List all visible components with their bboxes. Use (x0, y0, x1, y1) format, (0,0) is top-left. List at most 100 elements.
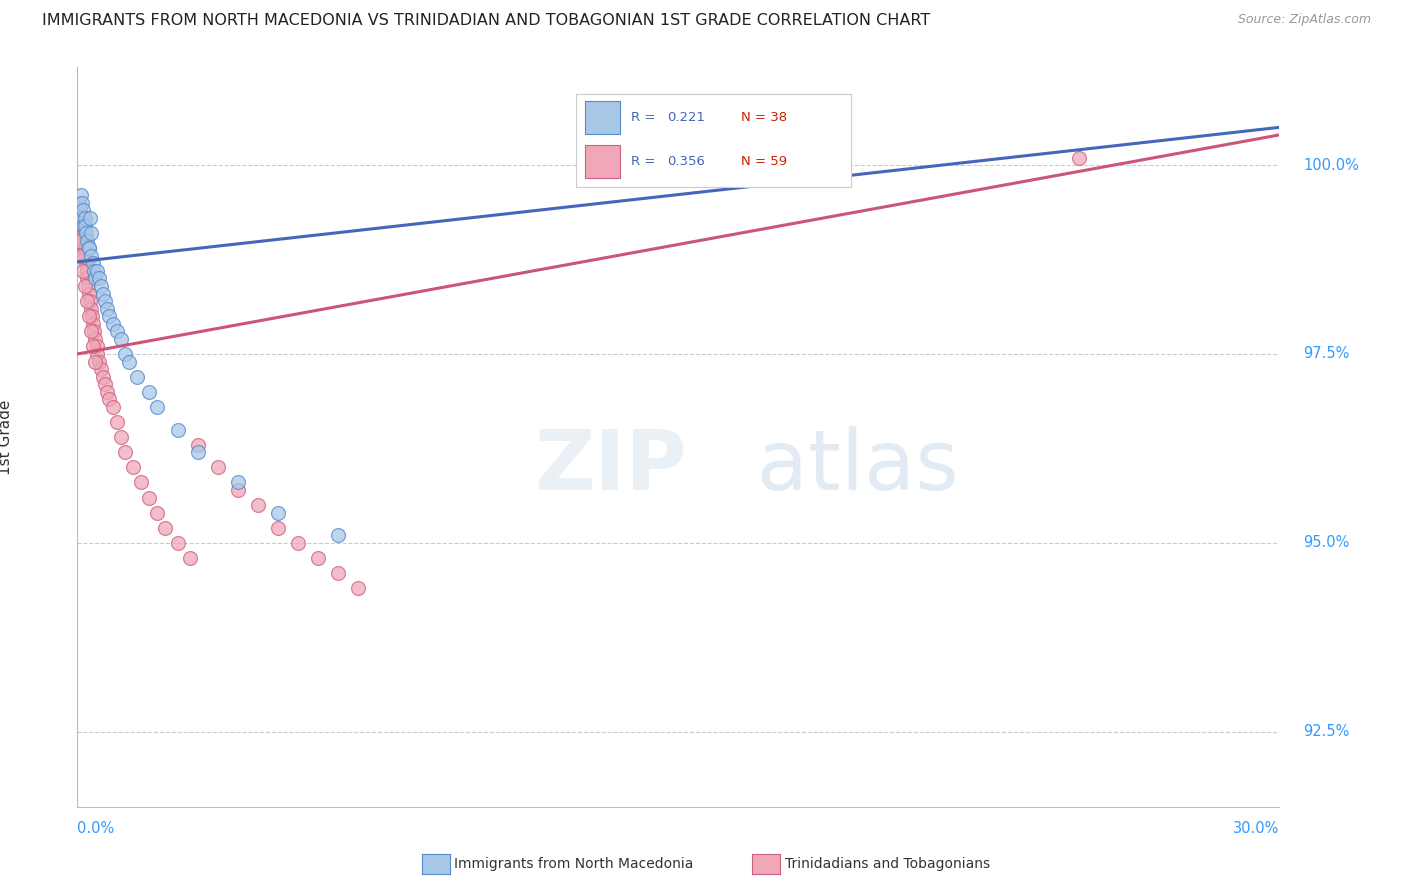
Point (86, 264, 108, 278)
Point (94, 294, 117, 309)
Point (226, 475, 249, 490)
Point (93, 286, 115, 301)
Point (73, 211, 96, 225)
Point (82, 309, 104, 323)
Point (75, 219, 97, 233)
Text: 100.0%: 100.0% (1303, 158, 1360, 173)
Point (103, 317, 125, 331)
Point (82, 317, 104, 331)
Point (80, 226, 103, 240)
Point (79, 241, 101, 255)
Point (83, 324, 105, 338)
Point (246, 498, 269, 512)
Point (107, 324, 129, 338)
Point (179, 551, 201, 566)
Point (75, 256, 97, 270)
Text: Source: ZipAtlas.com: Source: ZipAtlas.com (1237, 13, 1371, 27)
Point (67, 234, 90, 248)
Point (79, 211, 101, 225)
Point (70, 226, 93, 240)
Point (82, 339, 104, 353)
Text: Immigrants from North Macedonia: Immigrants from North Macedonia (454, 857, 693, 871)
Point (287, 536, 309, 550)
Text: 95.0%: 95.0% (1303, 535, 1350, 550)
Point (90, 362, 112, 376)
Point (94, 377, 117, 392)
Text: 0.356: 0.356 (666, 155, 704, 168)
Point (96, 301, 118, 316)
Text: N = 59: N = 59 (741, 155, 787, 168)
Point (84, 271, 107, 285)
Point (70, 195, 93, 210)
Point (77, 241, 100, 255)
Point (86, 339, 108, 353)
Point (72, 219, 94, 233)
Point (118, 354, 141, 368)
Text: atlas: atlas (756, 426, 959, 508)
Point (79, 294, 101, 309)
Text: R =: R = (631, 111, 659, 124)
Point (84, 332, 107, 346)
Point (76, 271, 98, 285)
Point (75, 241, 97, 255)
Point (226, 483, 249, 497)
Point (146, 506, 169, 520)
Point (83, 264, 105, 278)
Point (114, 347, 136, 361)
Point (77, 279, 100, 293)
Text: 30.0%: 30.0% (1233, 821, 1279, 836)
Point (326, 566, 349, 580)
Point (207, 460, 229, 475)
Point (77, 309, 100, 323)
Text: IMMIGRANTS FROM NORTH MACEDONIA VS TRINIDADIAN AND TOBAGONIAN 1ST GRADE CORRELAT: IMMIGRANTS FROM NORTH MACEDONIA VS TRINI… (42, 13, 931, 29)
Point (67, 195, 90, 210)
Point (82, 256, 104, 270)
Point (155, 521, 177, 535)
Point (69, 211, 91, 225)
Point (146, 400, 169, 414)
Point (96, 384, 118, 399)
Text: 0.0%: 0.0% (77, 821, 114, 836)
Point (138, 491, 160, 505)
Point (98, 309, 121, 323)
Point (69, 211, 91, 225)
Point (75, 226, 97, 240)
Point (107, 415, 129, 429)
Point (346, 581, 368, 595)
Point (186, 437, 209, 451)
Point (73, 279, 96, 293)
Text: N = 38: N = 38 (741, 111, 787, 124)
Point (86, 347, 108, 361)
Point (166, 536, 188, 550)
Text: ZIP: ZIP (534, 426, 686, 508)
Point (131, 475, 153, 490)
FancyBboxPatch shape (585, 101, 620, 134)
Point (72, 203, 94, 218)
Point (1069, 151, 1091, 165)
Point (83, 354, 105, 368)
Point (73, 249, 96, 263)
Point (80, 301, 103, 316)
Point (90, 279, 112, 293)
Point (70, 249, 93, 263)
Text: Trinidadians and Tobagonians: Trinidadians and Tobagonians (785, 857, 990, 871)
Point (114, 445, 136, 459)
Point (138, 384, 160, 399)
Point (93, 369, 115, 384)
Point (186, 445, 209, 459)
Point (79, 286, 101, 301)
Point (76, 264, 98, 278)
Point (76, 294, 98, 309)
Text: 92.5%: 92.5% (1303, 724, 1350, 739)
Point (326, 528, 349, 542)
Point (98, 392, 121, 407)
Text: 1st Grade: 1st Grade (0, 400, 13, 475)
Point (122, 460, 145, 475)
Point (267, 521, 290, 535)
Point (67, 219, 90, 233)
Text: 97.5%: 97.5% (1303, 346, 1350, 361)
Point (72, 211, 94, 225)
Point (72, 241, 94, 255)
Point (80, 249, 103, 263)
Point (72, 264, 94, 278)
